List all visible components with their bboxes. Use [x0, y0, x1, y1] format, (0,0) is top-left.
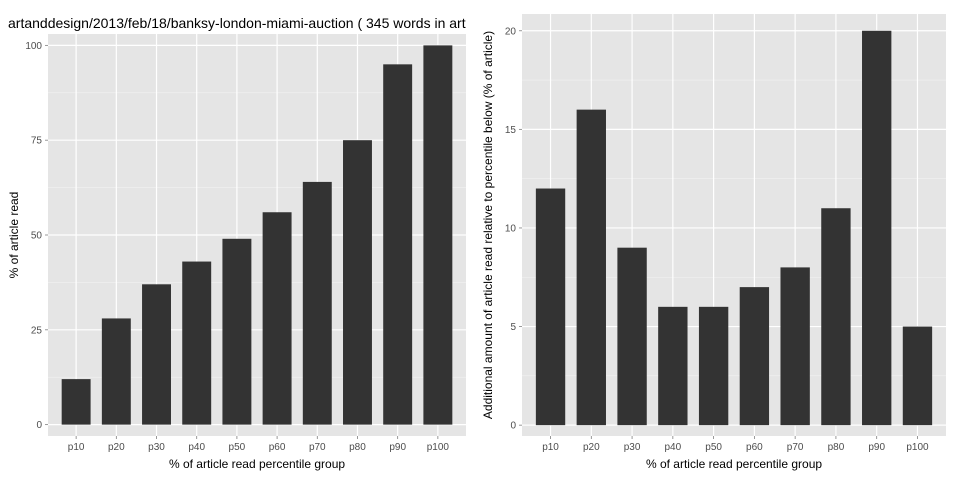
bar-p40	[658, 306, 688, 426]
y-tick-label: 5	[510, 322, 516, 333]
y-axis-label: Additional amount of article read relati…	[481, 31, 495, 419]
x-tick-label: p80	[349, 442, 366, 453]
y-tick-label: 20	[505, 26, 517, 37]
bar-p10	[535, 188, 566, 426]
x-axis-label: % of article read percentile group	[169, 457, 345, 471]
bar-p40	[182, 261, 212, 425]
x-tick-label: p50	[229, 442, 246, 453]
x-tick-label: p10	[68, 442, 85, 453]
x-tick-label: p100	[427, 442, 450, 453]
y-tick-label: 0	[36, 420, 42, 431]
y-tick-labels: 0 5 10 15 20	[505, 26, 522, 432]
bar-p10	[61, 379, 91, 425]
x-tick-label: p20	[583, 442, 600, 453]
y-tick-label: 75	[31, 136, 43, 147]
x-tick-label: p10	[542, 442, 559, 453]
bars	[535, 30, 933, 426]
x-tick-label: p20	[108, 442, 125, 453]
bar-p60	[739, 287, 770, 426]
y-tick-label: 15	[505, 125, 517, 136]
bar-p20	[101, 318, 131, 425]
bar-p20	[576, 109, 606, 426]
bar-p70	[780, 267, 810, 426]
bar-p30	[617, 247, 647, 426]
y-axis-label: % of article read	[7, 192, 21, 279]
y-tick-labels: 0 25 50 75 100	[25, 41, 48, 431]
chart-title: artanddesign/2013/feb/18/banksy-london-m…	[8, 15, 466, 31]
y-tick-label: 50	[31, 231, 43, 242]
y-tick-label: 100	[25, 41, 42, 52]
x-tick-label: p50	[705, 442, 722, 453]
bar-p90	[862, 30, 892, 426]
x-tick-label: p60	[746, 442, 763, 453]
bar-p50	[698, 306, 729, 426]
x-tick-label: p40	[665, 442, 682, 453]
x-tick-label: p30	[624, 442, 641, 453]
bar-p70	[302, 181, 332, 425]
bar-p50	[222, 238, 252, 425]
bars	[61, 45, 453, 425]
x-tick-label: p70	[787, 442, 804, 453]
bar-p100	[902, 326, 933, 426]
bar-p100	[423, 45, 453, 425]
x-tick-label: p90	[868, 442, 885, 453]
bar-p30	[142, 284, 171, 425]
bar-p80	[821, 208, 851, 426]
bar-p80	[343, 140, 372, 425]
x-tick-label: p30	[148, 442, 165, 453]
x-tick-label: p80	[828, 442, 845, 453]
bar-p60	[262, 212, 292, 425]
x-tick-label: p100	[906, 442, 929, 453]
bar-p90	[383, 64, 413, 425]
x-tick-label: p90	[389, 442, 406, 453]
x-axis-label: % of article read percentile group	[646, 457, 822, 471]
y-tick-label: 10	[505, 223, 517, 234]
x-tick-labels: p10 p20 p30 p40 p50 p60 p70 p80 p90 p100	[68, 436, 450, 453]
x-tick-label: p70	[309, 442, 326, 453]
x-tick-label: p60	[269, 442, 286, 453]
x-tick-label: p40	[188, 442, 205, 453]
y-tick-label: 0	[510, 421, 516, 432]
x-tick-labels: p10 p20 p30 p40 p50 p60 p70 p80 p90 p100	[542, 436, 929, 453]
y-tick-label: 25	[31, 325, 43, 336]
chart-right: 0 5 10 15 20 p10 p20 p30 p40 p50 p60 p70 p80 p90 p100…	[481, 14, 946, 471]
